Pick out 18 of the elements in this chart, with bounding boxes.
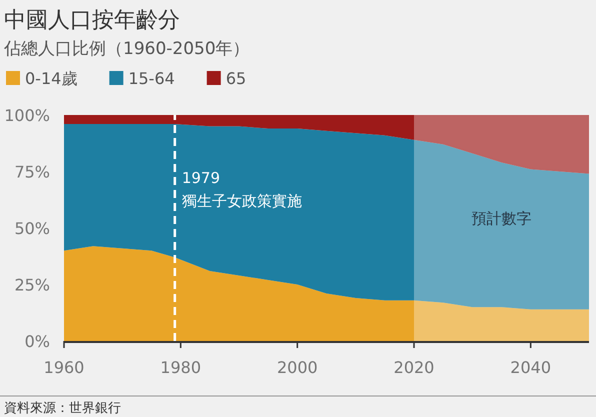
y-tick-label: 75% (14, 162, 50, 182)
chart-title: 中國人口按年齡分 (4, 8, 180, 33)
x-tick-label: 2000 (276, 358, 318, 377)
y-tick-label: 25% (14, 276, 50, 294)
band-label: 預計數字 (472, 209, 532, 228)
x-tick-label: 1980 (160, 358, 202, 377)
x-tick-label: 2040 (510, 358, 552, 377)
x-tick-label: 2020 (394, 358, 434, 377)
ref-line-label: 1979 獨生子女政策實施 (182, 168, 302, 210)
y-tick-label: 0% (24, 332, 50, 351)
source-note: 資料來源：世界銀行 (4, 401, 121, 416)
chart-subtitle: 佔總人口比例（1960-2050年） (3, 39, 250, 59)
legend-label: 15-64 (128, 69, 175, 88)
legend-label: 0-14歲 (25, 69, 78, 88)
x-tick-label: 1960 (44, 358, 84, 377)
legend-label: 65 (226, 69, 246, 88)
y-tick-label: 50% (14, 219, 50, 238)
y-tick-label: 100% (4, 106, 50, 125)
